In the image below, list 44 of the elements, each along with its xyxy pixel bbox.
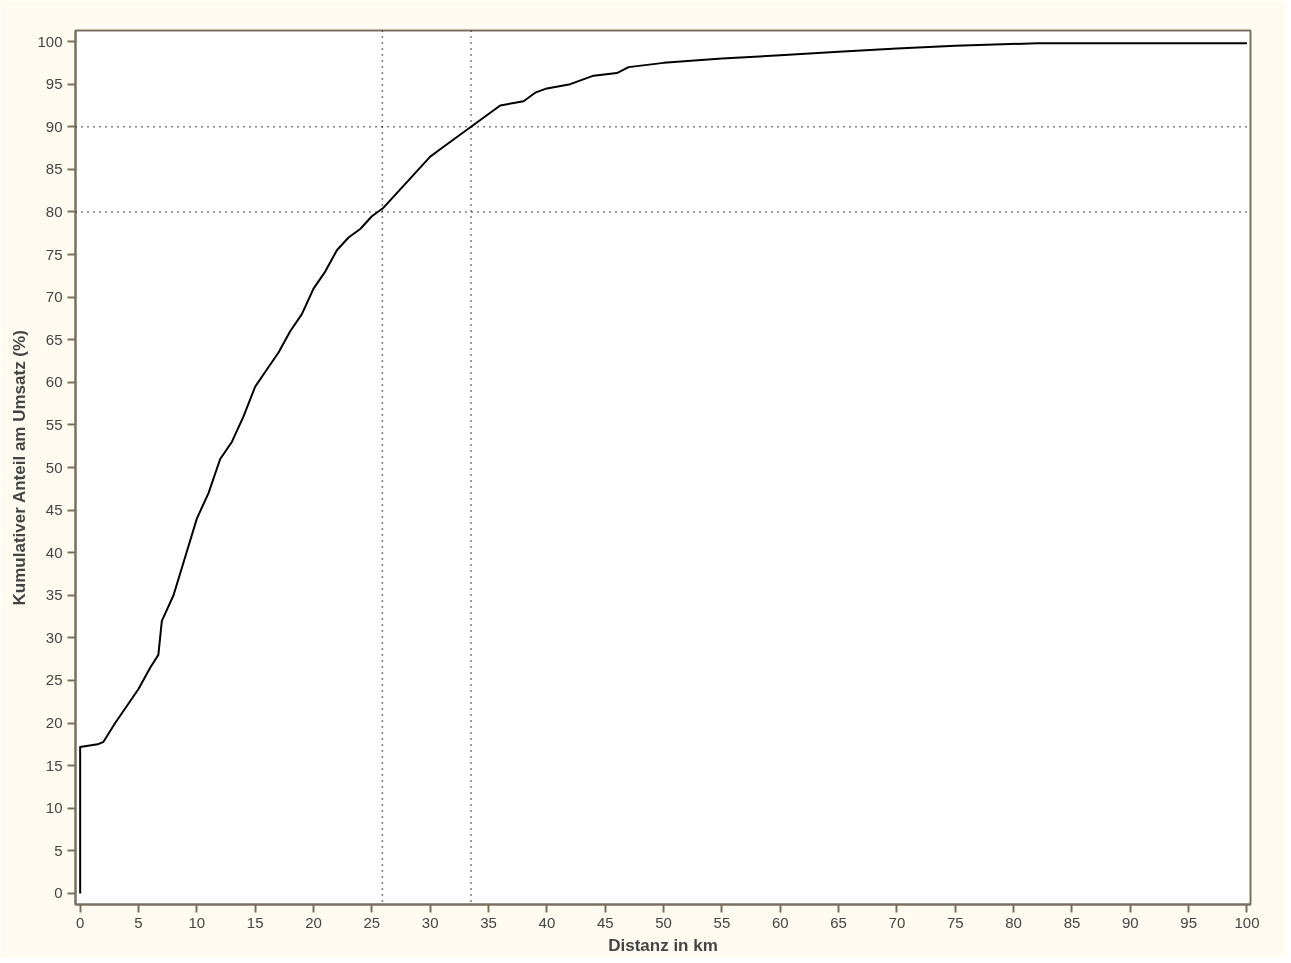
x-tick-label: 100 [1234,913,1260,931]
y-tick-label: 0 [54,884,63,902]
y-tick-label: 25 [45,671,63,689]
y-tick-label: 60 [45,373,63,391]
x-tick-label: 5 [134,913,143,931]
y-axis-title: Kumulativer Anteil am Umsatz (%) [10,330,30,606]
y-tick-label: 15 [45,756,63,774]
y-tick-label: 90 [45,117,63,135]
y-tick-label: 10 [45,799,63,817]
y-tick-label: 65 [45,330,63,348]
x-tick-label: 40 [538,913,556,931]
x-tick-label: 50 [655,913,672,931]
x-tick-label: 30 [421,913,439,931]
y-tick-label: 30 [45,628,63,646]
x-tick-label: 95 [1180,913,1197,931]
y-tick-label: 35 [45,586,63,604]
x-tick-label: 85 [1063,913,1081,931]
x-tick-label: 0 [76,913,85,931]
y-tick-label: 100 [37,32,63,50]
y-tick-label: 50 [45,458,63,476]
x-axis-title: Distanz in km [608,935,718,955]
x-tick-label: 35 [480,913,497,931]
y-tick-label: 75 [45,245,63,263]
x-tick-label: 80 [1005,913,1022,931]
y-tick-label: 55 [45,415,63,433]
x-tick-label: 15 [246,913,264,931]
y-tick-label: 70 [45,288,63,306]
x-tick-label: 65 [830,913,847,931]
y-tick-label: 85 [45,160,63,178]
y-tick-label: 5 [54,841,63,859]
x-tick-label: 75 [946,913,964,931]
x-tick-label: 20 [305,913,322,931]
y-tick-label: 45 [45,501,63,519]
x-tick-label: 70 [888,913,906,931]
x-tick-label: 25 [363,913,381,931]
y-tick-label: 40 [45,543,63,561]
x-tick-label: 55 [713,913,731,931]
x-tick-label: 10 [188,913,206,931]
y-tick-label: 20 [45,714,63,732]
y-tick-label: 80 [45,202,63,220]
y-tick-label: 95 [45,75,63,93]
x-tick-label: 90 [1121,913,1139,931]
x-tick-label: 45 [596,913,614,931]
x-tick-label: 60 [771,913,789,931]
